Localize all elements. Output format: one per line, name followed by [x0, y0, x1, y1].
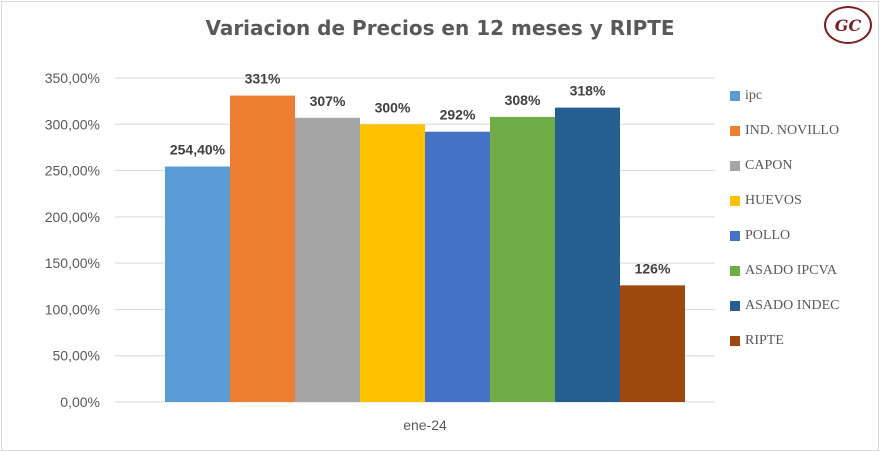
- y-tick-label: 150,00%: [45, 255, 100, 271]
- legend-label: CAPON: [745, 157, 793, 173]
- legend-swatch: [730, 125, 740, 136]
- legend-label: RIPTE: [745, 332, 784, 348]
- x-tick-label: ene-24: [403, 417, 447, 433]
- y-tick-label: 0,00%: [60, 394, 100, 410]
- data-label: 307%: [310, 93, 346, 109]
- y-tick-label: 200,00%: [45, 209, 100, 225]
- legend-swatch: [730, 300, 740, 311]
- legend-item: ASADO INDEC: [730, 288, 840, 323]
- y-tick-label: 100,00%: [45, 301, 100, 317]
- data-label: 300%: [375, 99, 411, 115]
- legend-swatch: [730, 195, 740, 206]
- legend-swatch: [730, 160, 740, 171]
- y-tick-label: 50,00%: [53, 348, 100, 364]
- data-label: 126%: [635, 260, 671, 276]
- legend-item: CAPON: [730, 148, 840, 183]
- bar: [230, 95, 295, 403]
- y-tick-label: 250,00%: [45, 163, 100, 179]
- bar: [490, 116, 555, 402]
- legend: ipc IND. NOVILLO CAPON HUEVOS POLLO ASADO IPC…: [730, 78, 840, 358]
- legend-label: ASADO IPCVA: [745, 262, 837, 278]
- legend-swatch: [730, 265, 740, 276]
- legend-item: ipc: [730, 78, 840, 113]
- legend-label: ipc: [745, 87, 763, 103]
- bar: [620, 285, 685, 402]
- data-label: 318%: [570, 83, 606, 99]
- legend-label: IND. NOVILLO: [745, 122, 840, 138]
- legend-item: HUEVOS: [730, 183, 840, 218]
- legend-item: RIPTE: [730, 323, 840, 358]
- legend-label: HUEVOS: [745, 192, 802, 208]
- legend-item: IND. NOVILLO: [730, 113, 840, 148]
- bar: [555, 107, 620, 402]
- bar: [295, 117, 360, 402]
- legend-swatch: [730, 90, 740, 101]
- legend-item: ASADO IPCVA: [730, 253, 840, 288]
- data-label: 292%: [440, 107, 476, 123]
- logo-text: GC: [834, 15, 862, 35]
- data-label: 254,40%: [170, 141, 226, 157]
- legend-label: ASADO INDEC: [745, 297, 840, 313]
- legend-swatch: [730, 230, 740, 241]
- bar: [165, 166, 230, 402]
- data-label: 308%: [505, 92, 541, 108]
- y-tick-label: 300,00%: [45, 116, 100, 132]
- y-tick-label: 350,00%: [45, 70, 100, 86]
- bar: [425, 131, 490, 403]
- gc-logo: GC: [824, 6, 872, 44]
- bar: [360, 124, 425, 403]
- legend-label: POLLO: [745, 227, 791, 243]
- data-label: 331%: [245, 71, 281, 87]
- chart-title: Variacion de Precios en 12 meses y RIPTE: [205, 16, 675, 40]
- legend-swatch: [730, 335, 740, 346]
- legend-item: POLLO: [730, 218, 840, 253]
